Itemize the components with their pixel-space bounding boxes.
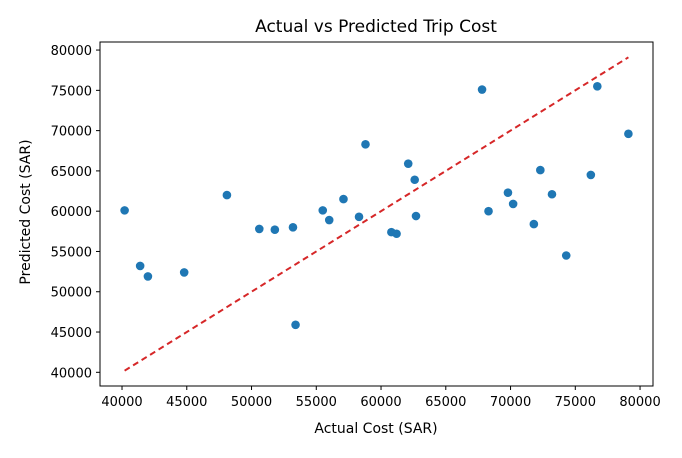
data-point [354, 212, 364, 222]
y-tick-label: 40000 [51, 366, 92, 381]
y-tick-label: 70000 [51, 125, 92, 140]
data-point [254, 224, 264, 234]
data-point [361, 140, 370, 149]
reference-line-layer [124, 56, 629, 372]
y-tick-label: 65000 [51, 165, 92, 180]
data-point [179, 268, 189, 277]
data-point [222, 190, 232, 200]
data-point [288, 222, 298, 232]
x-tick-label: 55000 [296, 395, 337, 410]
data-point [135, 261, 145, 271]
data-point [536, 165, 545, 175]
axis-ticks: 40000 45000 50000 55000 60000 65000 70000 75000… [51, 44, 661, 410]
data-point [547, 189, 557, 199]
data-point [586, 170, 596, 180]
data-point [484, 206, 493, 216]
x-tick-label: 70000 [490, 395, 531, 410]
plot-frame [99, 41, 654, 387]
x-tick-label: 65000 [425, 395, 466, 410]
chart-title: Actual vs Predicted Trip Cost [255, 17, 497, 37]
data-point [339, 194, 348, 204]
x-tick-label: 75000 [555, 395, 596, 410]
data-point [503, 188, 513, 197]
data-point [324, 215, 334, 225]
x-tick-label: 60000 [360, 395, 401, 410]
data-point [561, 251, 571, 260]
data-points [120, 82, 633, 330]
y-tick-label: 80000 [51, 44, 92, 59]
x-tick-label: 40000 [101, 395, 142, 410]
y-axis-label: Predicted Cost (SAR) [18, 139, 34, 284]
data-point [291, 320, 300, 330]
reference-line [124, 56, 629, 372]
data-point [593, 82, 602, 91]
data-point [270, 225, 280, 235]
y-tick-label: 45000 [51, 326, 92, 341]
data-point [318, 206, 328, 215]
x-tick-label: 45000 [166, 395, 207, 410]
data-point [120, 206, 129, 215]
data-point [403, 159, 413, 168]
data-point [624, 129, 633, 139]
x-axis-label: Actual Cost (SAR) [314, 421, 437, 437]
x-tick-label: 50000 [231, 395, 272, 410]
data-point [410, 175, 420, 185]
x-tick-label: 80000 [619, 395, 660, 410]
data-point [508, 199, 518, 209]
data-point [143, 272, 153, 281]
y-tick-label: 75000 [51, 84, 92, 99]
y-tick-label: 60000 [51, 205, 92, 220]
data-point [411, 211, 421, 221]
y-tick-label: 50000 [51, 286, 92, 301]
data-point [392, 229, 401, 239]
data-point [477, 85, 487, 94]
data-point [529, 219, 539, 229]
y-tick-label: 55000 [51, 245, 92, 260]
